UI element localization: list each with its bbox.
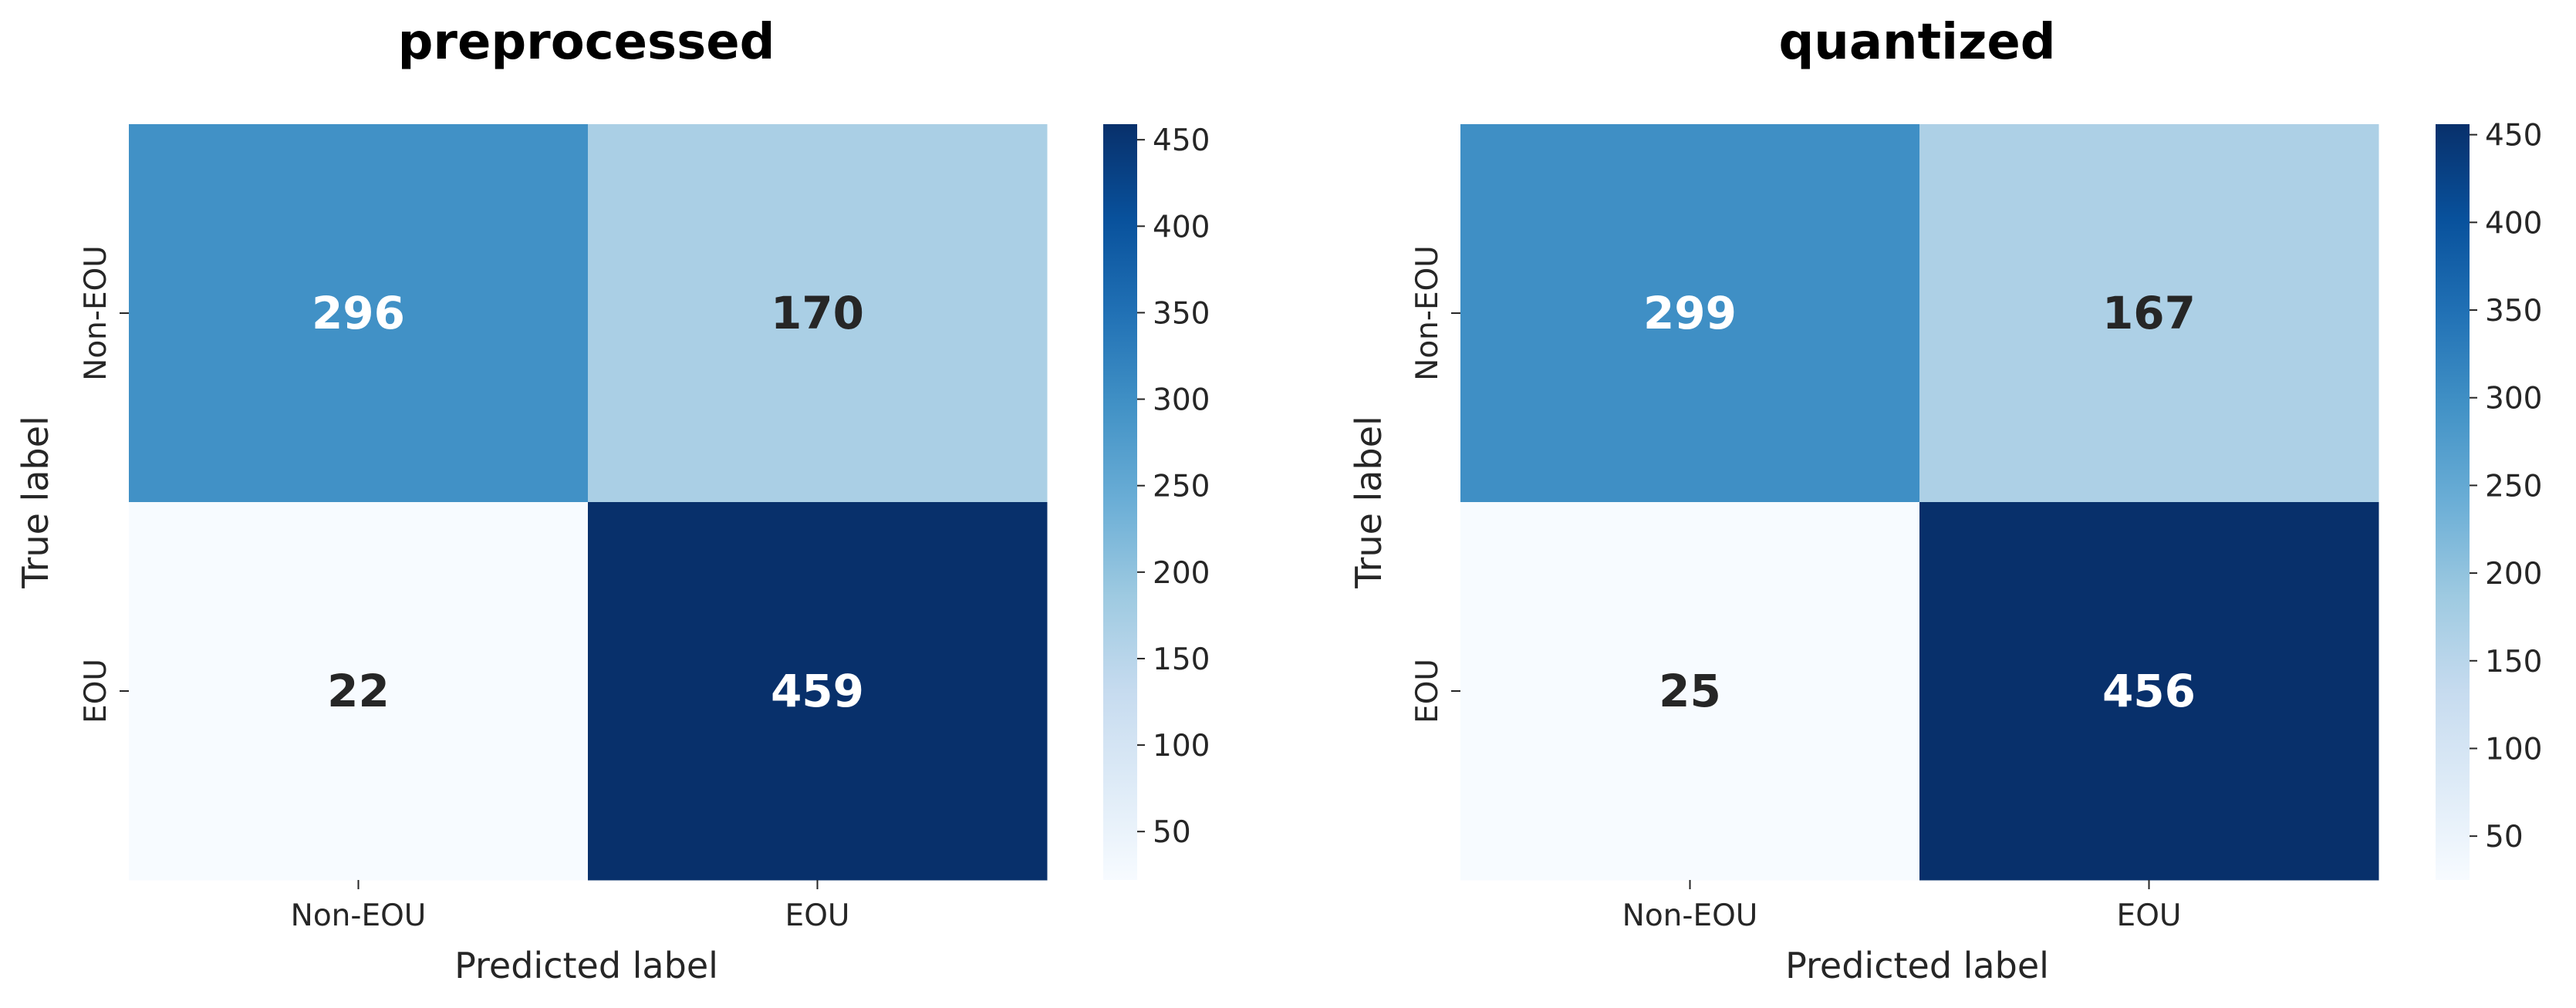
heatmap-cell xyxy=(129,502,589,881)
colorbar-tick-label: 150 xyxy=(2485,645,2542,679)
colorbar: 50 100 150 200 250 300 350 400 450 xyxy=(1103,123,1210,880)
x-axis-label: Predicted label xyxy=(1785,945,2049,986)
x-tick-label: Non-EOU xyxy=(291,898,427,933)
cell-value-label: 296 xyxy=(312,287,405,339)
heatmap-cell xyxy=(1919,502,2379,881)
chart-title: preprocessed xyxy=(398,14,775,71)
x-axis: Non-EOU EOU xyxy=(1622,880,2182,933)
heatmap-cell xyxy=(1460,124,1920,503)
heatmap-cell xyxy=(1460,502,1920,881)
colorbar-tick-label: 50 xyxy=(1153,815,1191,850)
heatmap-cell xyxy=(129,124,589,503)
colorbar-tick-label: 150 xyxy=(1153,642,1210,677)
chart-title: quantized xyxy=(1778,14,2055,71)
y-axis: Non-EOU EOU xyxy=(1410,245,1460,723)
panel-preprocessed: preprocessed 296 170 22 459 Non-EOU EOU Non-… xyxy=(15,14,1210,986)
cell-value-label: 456 xyxy=(2102,665,2196,717)
heatmap-cell xyxy=(588,502,1048,881)
colorbar-tick-label: 350 xyxy=(1153,296,1210,331)
panel-quantized: quantized 299 167 25 456 Non-EOU EOU Non-EOU… xyxy=(1348,14,2542,986)
colorbar-gradient xyxy=(1103,124,1137,880)
colorbar-tick-label: 300 xyxy=(2485,382,2542,416)
y-tick-label: Non-EOU xyxy=(1410,245,1445,381)
colorbar-tick-label: 200 xyxy=(2485,557,2542,592)
y-axis-label: True label xyxy=(15,416,56,589)
colorbar-tick-label: 450 xyxy=(2485,119,2542,153)
y-tick-label: EOU xyxy=(79,659,113,723)
colorbar-gradient xyxy=(2436,124,2470,880)
y-axis: Non-EOU EOU xyxy=(79,245,129,723)
cell-annotations: 299 167 25 456 xyxy=(1643,287,2196,717)
heatmap-cell xyxy=(1919,124,2379,503)
colorbar-tick-label: 350 xyxy=(2485,294,2542,329)
cell-value-label: 167 xyxy=(2102,287,2196,339)
y-tick-label: EOU xyxy=(1410,659,1445,723)
colorbar-tick-label: 200 xyxy=(1153,556,1210,591)
cell-annotations: 296 170 22 459 xyxy=(312,287,864,717)
colorbar-tick-label: 250 xyxy=(2485,469,2542,504)
cell-value-label: 170 xyxy=(771,287,864,339)
y-tick-label: Non-EOU xyxy=(79,245,113,381)
colorbar-tick-label: 250 xyxy=(1153,470,1210,504)
colorbar: 50 100 150 200 250 300 350 400 450 xyxy=(2436,119,2542,880)
colorbar-tick-label: 400 xyxy=(2485,206,2542,241)
cell-value-label: 22 xyxy=(327,665,390,717)
colorbar-tick-label: 450 xyxy=(1153,123,1210,158)
cell-value-label: 459 xyxy=(771,665,864,717)
heatmap-cell xyxy=(588,124,1048,503)
heatmap-cells xyxy=(1460,124,2379,881)
colorbar-tick-label: 100 xyxy=(1153,729,1210,764)
colorbar-tick-label: 100 xyxy=(2485,732,2542,767)
x-axis-label: Predicted label xyxy=(454,945,718,986)
x-tick-label: EOU xyxy=(2117,898,2182,933)
x-axis: Non-EOU EOU xyxy=(291,880,850,933)
colorbar-tick-label: 50 xyxy=(2485,820,2524,855)
x-tick-label: Non-EOU xyxy=(1622,898,1758,933)
cell-value-label: 299 xyxy=(1643,287,1737,339)
cell-value-label: 25 xyxy=(1659,665,1721,717)
colorbar-tick-label: 400 xyxy=(1153,210,1210,244)
heatmap-cells xyxy=(129,124,1048,881)
colorbar-tick-label: 300 xyxy=(1153,383,1210,418)
y-axis-label: True label xyxy=(1348,416,1389,589)
x-tick-label: EOU xyxy=(785,898,850,933)
